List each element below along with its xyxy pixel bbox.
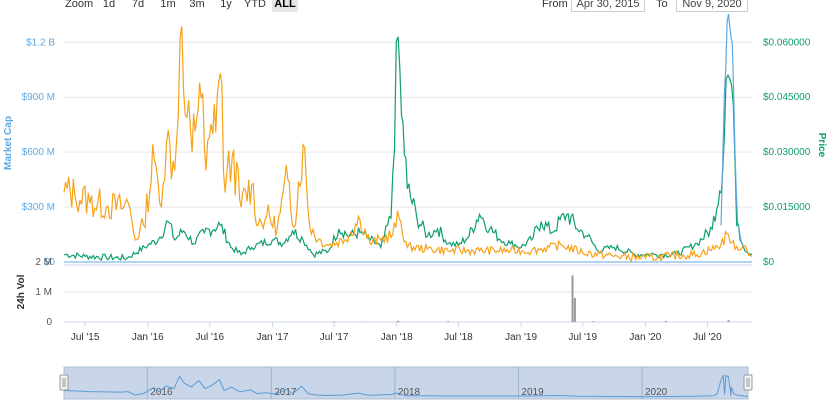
- market-cap-tick-label: $600 M: [22, 147, 55, 158]
- time-axis-tick-label: Jan '20: [629, 332, 661, 343]
- zoom-3m-button[interactable]: 3m: [189, 0, 205, 10]
- navigator-series-line: [63, 374, 749, 398]
- time-axis: Jul '15 Jan '16 Jul '16 Jan '17 Jul '17 Jan '…: [71, 322, 722, 343]
- price-axis: $0 $0.015000 $0.030000 $0.045000 $0.060000: [763, 37, 811, 268]
- volume-bar: [573, 298, 576, 322]
- market-cap-axis: $0 $300 M $600 M $900 M $1.2 B: [22, 37, 56, 268]
- price-tick-label: $0.045000: [763, 92, 811, 103]
- volume-bar: [447, 321, 450, 322]
- market-cap-tick-label: $1.2 B: [26, 37, 55, 48]
- time-axis-tick-label: Jul '20: [693, 332, 722, 343]
- price-tick-label: $0.030000: [763, 147, 811, 158]
- zoom-ytd-button[interactable]: YTD: [244, 0, 266, 10]
- volume-tick-label: 1 M: [35, 287, 52, 298]
- market-cap-tick-label: $900 M: [22, 92, 55, 103]
- navigator-right-handle[interactable]: [743, 374, 753, 391]
- volume-bar: [571, 275, 574, 322]
- price-tick-label: $0.060000: [763, 37, 811, 48]
- zoom-all-button[interactable]: ALL: [272, 0, 298, 12]
- zoom-label: Zoom: [65, 0, 94, 10]
- navigator-year-label: 2019: [521, 387, 544, 398]
- time-axis-tick-label: Jan '18: [381, 332, 413, 343]
- market-cap-spike-line: [720, 13, 743, 244]
- from-date-input[interactable]: Apr 30, 2015: [571, 0, 645, 12]
- volume-bar: [333, 321, 336, 322]
- market-cap-tick-label: $300 M: [22, 202, 55, 213]
- navigator: 2016 2017 2018 2019 2020: [59, 366, 753, 400]
- price-tick-label: $0.015000: [763, 202, 811, 213]
- series-layer: [63, 13, 753, 263]
- zoom-7d-button[interactable]: 7d: [131, 0, 145, 10]
- navigator-year-label: 2017: [274, 387, 297, 398]
- navigator-year-label: 2018: [398, 387, 421, 398]
- volume-bar: [592, 321, 595, 322]
- volume-bar: [397, 320, 400, 322]
- volume-axis-title: 24h Vol: [16, 274, 27, 309]
- time-axis-tick-label: Jan '19: [505, 332, 537, 343]
- zoom-1m-button[interactable]: 1m: [160, 0, 176, 10]
- to-date-input[interactable]: Nov 9, 2020: [676, 0, 748, 12]
- time-axis-tick-label: Jul '18: [444, 332, 473, 343]
- price-axis-title: Price: [816, 133, 827, 158]
- zoom-1d-button[interactable]: 1d: [102, 0, 116, 10]
- market-cap-series-line: [63, 26, 753, 263]
- volume-tick-label: 2 M: [35, 257, 52, 268]
- market-cap-tick-label: $0: [44, 257, 56, 268]
- zoom-1y-button[interactable]: 1y: [220, 0, 232, 10]
- volume-panel: 0 1 M 2 M: [35, 257, 752, 328]
- range-toolbar: Zoom 1d 7d 1m 3m 1y YTD ALL From Apr 30,…: [0, 0, 830, 14]
- to-label: To: [656, 0, 668, 10]
- time-axis-tick-label: Jul '17: [320, 332, 349, 343]
- navigator-year-label: 2020: [645, 387, 668, 398]
- time-axis-tick-label: Jan '17: [256, 332, 288, 343]
- time-axis-tick-label: Jan '16: [132, 332, 164, 343]
- navigator-left-handle[interactable]: [59, 374, 69, 391]
- time-axis-tick-label: Jul '16: [195, 332, 224, 343]
- price-series-line: [63, 36, 753, 261]
- from-label: From: [542, 0, 568, 10]
- grid: [64, 41, 752, 208]
- volume-bar: [727, 320, 730, 322]
- time-axis-tick-label: Jul '19: [568, 332, 597, 343]
- volume-bar: [664, 321, 667, 322]
- market-cap-axis-title: Market Cap: [3, 116, 14, 170]
- volume-tick-label: 0: [46, 317, 52, 328]
- navigator-year-label: 2016: [150, 387, 173, 398]
- time-axis-tick-label: Jul '15: [71, 332, 100, 343]
- price-tick-label: $0: [763, 257, 775, 268]
